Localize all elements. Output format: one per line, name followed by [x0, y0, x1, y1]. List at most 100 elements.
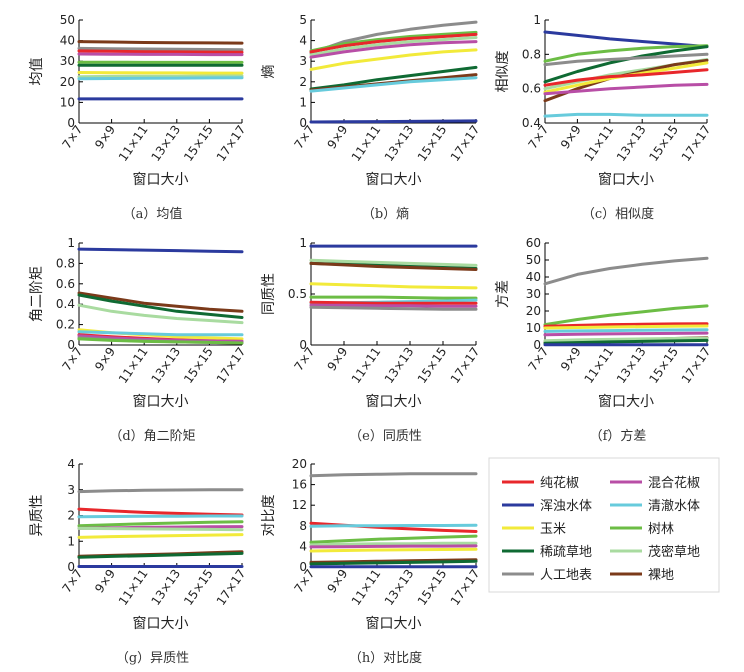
panel-caption: （b）熵 [362, 206, 409, 222]
x-tick-label: 13×13 [149, 567, 184, 608]
series-line-shulin [543, 44, 709, 63]
y-tick-label: 0 [299, 560, 307, 574]
series-line-qingche [77, 330, 244, 337]
x-tick-label: 11×11 [116, 567, 151, 608]
y-tick-label: 12 [292, 498, 307, 512]
series-line-xishu [309, 559, 478, 566]
x-tick-label: 13×13 [149, 345, 184, 386]
y-tick-label: 0.4 [522, 116, 541, 130]
series-line-qingche [309, 76, 478, 93]
x-tick-label: 15×15 [181, 123, 216, 164]
x-tick-label: 17×17 [448, 345, 483, 386]
series-line-hunzhuo [543, 30, 709, 49]
series-line-maomi [309, 36, 478, 57]
y-tick-label: 3 [67, 483, 75, 497]
y-tick-label: 0 [67, 560, 75, 574]
series-line-maomi [77, 74, 244, 79]
legend-item-chunhuajiao: 纯花椒 [502, 475, 579, 491]
x-axis-label: 窗口大小 [133, 171, 189, 188]
series-line-shulin [309, 534, 478, 544]
x-tick-label: 13×13 [382, 345, 417, 386]
x-tick-label: 17×17 [448, 567, 483, 608]
x-tick-label: 7×7 [291, 567, 317, 596]
series-line-chunhuajiao [77, 507, 244, 517]
y-tick-label: 10 [526, 321, 541, 335]
y-tick-label: 1 [299, 95, 307, 109]
x-tick-label: 15×15 [415, 567, 450, 608]
y-tick-label: 60 [526, 236, 541, 250]
chart-panel-d: 0 0.2 0.4 0.6 0.8 1 7×7 9×911×1113×1315×1517×17… [29, 236, 248, 444]
y-tick-label: 2 [299, 75, 307, 89]
y-tick-label: 0 [299, 116, 307, 130]
series-line-shulin [77, 520, 244, 528]
panel-caption: （a）均值 [123, 206, 183, 222]
series-line-luodi [77, 291, 244, 313]
y-axis-label: 对比度 [261, 495, 277, 537]
y-tick-label: 30 [60, 54, 75, 68]
x-tick-label: 9×9 [558, 123, 584, 152]
legend-item-rengong: 人工地表 [502, 568, 592, 583]
panel-caption: （h）对比度 [349, 650, 422, 666]
x-tick-label: 13×13 [614, 345, 649, 386]
y-tick-label: 0.4 [56, 297, 75, 311]
y-tick-label: 0 [533, 338, 541, 352]
series-line-xishu [77, 293, 244, 319]
x-tick-label: 13×13 [149, 123, 184, 164]
series-line-chunhuajiao [309, 300, 478, 305]
y-tick-label: 0.5 [288, 287, 307, 301]
x-tick-label: 9×9 [92, 345, 118, 374]
y-tick-label: 4 [67, 457, 75, 471]
y-tick-label: 1 [67, 236, 75, 250]
series-line-yumi [309, 48, 478, 71]
y-tick-label: 5 [299, 13, 307, 27]
legend-label: 混合花椒 [648, 475, 700, 491]
x-tick-label: 17×17 [679, 345, 714, 386]
x-tick-label: 9×9 [324, 567, 350, 596]
series-line-chunhuajiao [77, 49, 244, 54]
y-tick-label: 0 [67, 116, 75, 130]
x-tick-label: 9×9 [92, 567, 118, 596]
series-line-qingche [543, 328, 709, 333]
series-line-xishu [309, 65, 478, 91]
series-line-maomi [77, 303, 244, 325]
series-line-qingche [309, 523, 478, 528]
x-tick-label: 7×7 [291, 123, 317, 152]
x-tick-label: 15×15 [646, 123, 681, 164]
x-tick-label: 11×11 [116, 345, 151, 386]
legend-label: 人工地表 [540, 568, 592, 583]
y-axis-label: 方差 [495, 280, 511, 308]
series-line-shulin [309, 30, 478, 53]
series-line-luodi [77, 40, 244, 45]
panel-caption: （f）方差 [590, 428, 647, 444]
x-tick-label: 7×7 [525, 345, 551, 374]
x-tick-label: 13×13 [614, 123, 649, 164]
x-tick-label: 17×17 [448, 123, 483, 164]
series-line-hunhe [309, 40, 478, 59]
y-tick-label: 0.6 [56, 277, 75, 291]
y-tick-label: 20 [526, 304, 541, 318]
y-axis-label: 异质性 [29, 495, 45, 537]
series-line-yumi [77, 533, 244, 539]
series-line-shulin [77, 337, 244, 345]
series-line-yumi [309, 547, 478, 553]
series-line-yumi [309, 282, 478, 290]
series-line-yumi [77, 71, 244, 75]
legend-item-yumi: 玉米 [502, 522, 566, 537]
series-line-hunhe [543, 82, 709, 96]
series-line-qingche [77, 514, 244, 519]
x-tick-label: 15×15 [415, 345, 450, 386]
chart-panel-c: 0.40.60.817×7 9×911×1113×1315×1517×17相似度窗… [495, 13, 713, 222]
series-line-hunzhuo [77, 247, 244, 254]
x-axis-label: 窗口大小 [366, 393, 422, 410]
y-axis-label: 同质性 [261, 273, 277, 315]
series-line-qingche [543, 112, 709, 118]
panel-caption: （d）角二阶矩 [109, 429, 195, 444]
x-tick-label: 7×7 [291, 345, 317, 374]
y-tick-label: 50 [526, 253, 541, 267]
y-axis-label: 熵 [261, 65, 277, 79]
x-axis-label: 窗口大小 [598, 171, 654, 188]
